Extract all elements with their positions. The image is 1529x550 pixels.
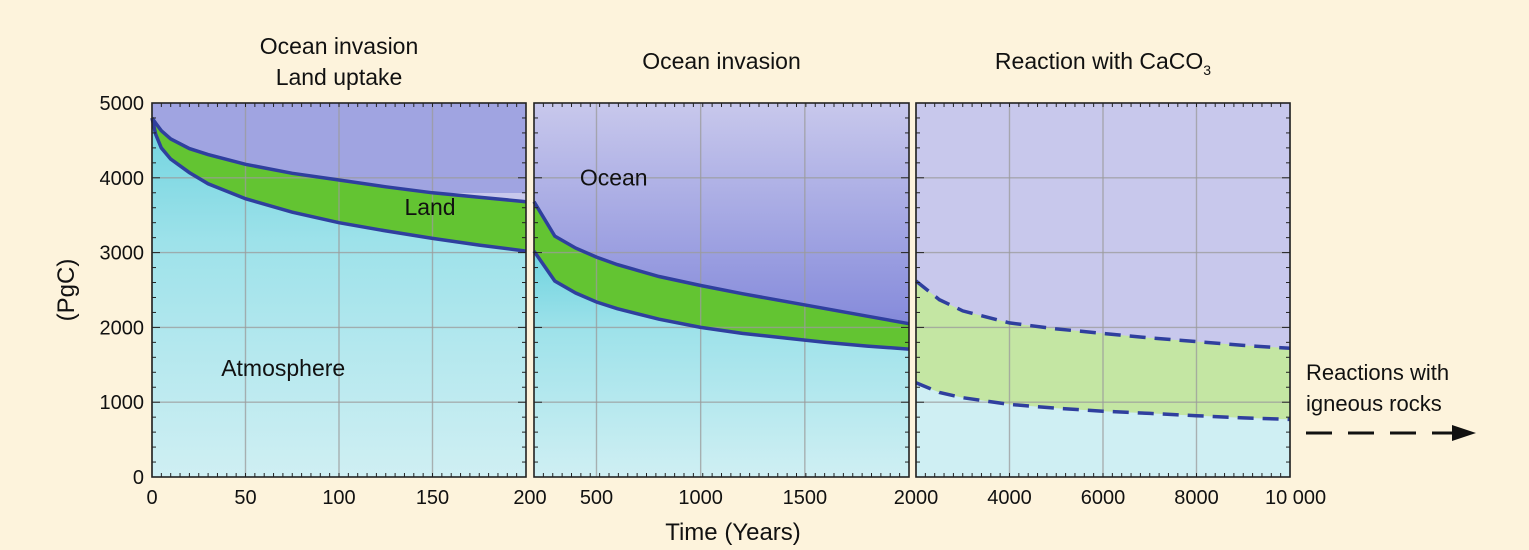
y-tick-label: 4000: [100, 168, 145, 190]
x-tick-label: 500: [580, 487, 613, 509]
panel-1: 0 1000 2000 3000 4000 5000 0 50 100 150 200 Ocean i…: [100, 33, 547, 509]
land-region: [534, 201, 909, 350]
arrowhead-icon: [1452, 425, 1476, 441]
panel-title: Reaction with CaCO3: [995, 48, 1211, 78]
land-boundary-line: [150, 116, 527, 204]
x-tick-label: 6000: [1081, 487, 1126, 509]
atmosphere-boundary-line: [532, 250, 910, 351]
region-label-land: Land: [404, 194, 455, 220]
panels: 0 1000 2000 3000 4000 5000 0 50 100 150 200 Ocean i…: [100, 33, 1327, 509]
x-tick-label: 150: [416, 487, 449, 509]
x-tick-label: 4000: [987, 487, 1032, 509]
region-label-ocean: Ocean: [580, 164, 648, 190]
x-tick-label: 1000: [678, 487, 723, 509]
y-tick-label: 1000: [100, 392, 145, 414]
x-tick-label: 10 000: [1265, 487, 1326, 509]
panel-title: Ocean invasion: [260, 33, 419, 59]
atmosphere-boundary-line: [915, 381, 1291, 422]
x-tick-label: 200: [513, 487, 546, 509]
x-tick-label: 8000: [1174, 487, 1219, 509]
x-axis-label: Time (Years): [665, 519, 801, 546]
x-tick-label: 100: [322, 487, 355, 509]
y-axis-label: (PgC): [53, 259, 80, 322]
panel-title: Ocean invasion: [642, 48, 801, 74]
y-tick-label: 2000: [100, 317, 145, 339]
x-tick-label: 1500: [783, 487, 828, 509]
y-tick-label: 3000: [100, 243, 145, 265]
atmosphere-region: [534, 251, 909, 477]
x-tick-label: 0: [146, 487, 157, 509]
y-tick-label: 5000: [100, 93, 145, 115]
x-tick-label: 50: [234, 487, 256, 509]
panel-3: 2000 4000 6000 8000 10 000 Reaction with CaCO…: [894, 48, 1326, 509]
land-boundary-line: [914, 279, 1291, 351]
panel-title: Land uptake: [276, 64, 403, 90]
panel-2: 500 1000 1500 Ocean invasion Ocean: [532, 48, 910, 509]
land-boundary-line: [532, 200, 910, 326]
region-label-atmosphere: Atmosphere: [221, 355, 345, 381]
igneous-note-line-1: Reactions with: [1306, 360, 1449, 385]
y-tick-label: 0: [133, 467, 144, 489]
atmosphere-boundary-line: [150, 117, 527, 253]
x-tick-label: 2000: [894, 487, 939, 509]
igneous-note-line-2: igneous rocks: [1306, 391, 1442, 416]
